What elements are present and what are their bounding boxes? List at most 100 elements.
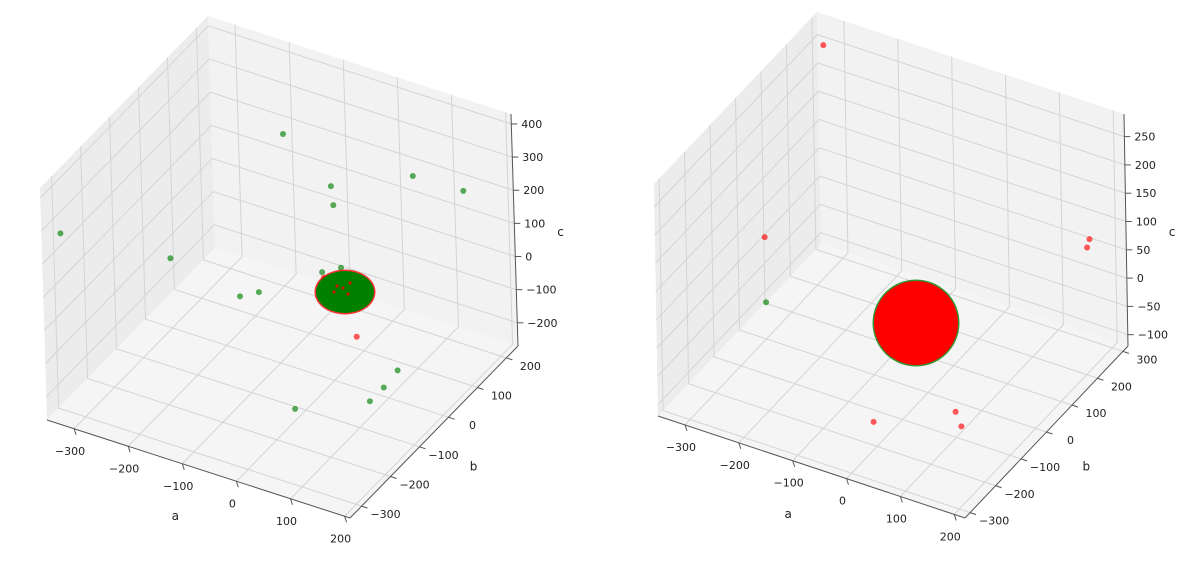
y-axis-label: b <box>470 460 478 474</box>
grid-line-x <box>290 94 459 500</box>
grid-line-y <box>166 57 478 388</box>
left-pane <box>40 16 215 420</box>
y-tick <box>419 446 426 450</box>
grid-line-x <box>127 42 297 447</box>
x-tick-label: −100 <box>774 477 804 490</box>
z-axis-line <box>510 113 519 347</box>
grid-line-z <box>40 58 513 232</box>
x-tick-label: −300 <box>666 441 696 454</box>
y-tick-label: 0 <box>469 419 476 432</box>
y-tick-label: −100 <box>428 449 458 462</box>
x-tick-label: 100 <box>886 513 907 526</box>
data-point <box>338 264 344 271</box>
x-tick <box>181 463 185 470</box>
z-tick-label: −100 <box>1138 329 1168 342</box>
x-tick-label: −300 <box>55 445 85 458</box>
grid-line-y <box>811 17 1124 352</box>
grid-line-y <box>735 97 1047 433</box>
x-axis-label: a <box>172 509 179 523</box>
z-tick-label: 150 <box>1135 187 1156 200</box>
grid-line-z <box>44 191 517 365</box>
grid-line-x <box>73 24 243 430</box>
x-tick <box>73 428 77 435</box>
data-point <box>319 269 326 276</box>
data-point <box>237 293 243 300</box>
z-tick-label: 100 <box>524 217 545 230</box>
data-point <box>380 384 387 391</box>
y-tick <box>477 387 484 390</box>
cluster-blob <box>316 271 374 313</box>
y-tick-label: 300 <box>1136 353 1157 366</box>
z-axis-label: c <box>1169 225 1176 239</box>
z-tick-label: 0 <box>1137 272 1144 285</box>
back-pane <box>817 12 1128 346</box>
cluster-speck <box>335 284 339 288</box>
x-tick <box>846 478 849 485</box>
y-tick <box>506 357 513 361</box>
y-tick-label: 100 <box>491 390 512 403</box>
z-tick-label: 400 <box>521 118 542 131</box>
grid-line-y <box>195 27 507 359</box>
data-point <box>57 230 64 237</box>
grid-line-y <box>709 124 1022 460</box>
grid-line-z <box>45 224 518 398</box>
y-tick-label: −300 <box>370 508 400 521</box>
grid-line-x <box>953 110 1118 515</box>
x-tick-label: 0 <box>229 497 236 510</box>
cluster-blob <box>874 281 958 365</box>
y-tick-label: −200 <box>1004 488 1034 501</box>
x-tick <box>738 442 742 450</box>
grid-line-x <box>344 112 514 517</box>
data-point <box>409 173 416 179</box>
x-tick <box>290 498 293 505</box>
data-point <box>366 398 373 405</box>
x-tick <box>127 446 131 453</box>
x-tick-label: −200 <box>720 459 750 472</box>
x-tick-label: 100 <box>276 515 297 528</box>
grid-line-z <box>656 203 1128 377</box>
grid-line-x <box>684 20 849 426</box>
grid-line-x <box>792 56 957 462</box>
z-tick-label: −50 <box>1137 300 1160 313</box>
data-point <box>958 423 965 430</box>
y-tick <box>1071 404 1079 408</box>
x-tick-label: 200 <box>330 532 351 545</box>
grid-line-y <box>137 87 449 418</box>
z-axis-line <box>1123 113 1129 347</box>
data-point <box>167 255 174 262</box>
grid-line-x <box>846 74 1011 479</box>
x-tick <box>899 496 903 503</box>
grid-line-z <box>654 34 1125 207</box>
grid-line-z <box>655 118 1127 292</box>
data-point <box>280 131 286 137</box>
data-point <box>1084 244 1091 251</box>
x-axis-line <box>46 419 351 519</box>
x-axis-label: a <box>784 507 791 521</box>
grid-line-y <box>80 146 391 477</box>
grid-line-z <box>39 25 512 199</box>
y-tick <box>969 512 977 516</box>
cluster-speck <box>341 286 345 290</box>
cluster-speck <box>332 290 336 294</box>
data-point <box>1086 236 1093 243</box>
y-tick <box>995 485 1002 489</box>
y-tick <box>448 416 455 420</box>
cluster-speck <box>346 292 350 296</box>
grid-line-z <box>655 90 1126 264</box>
data-point <box>327 183 334 190</box>
grid-line-z <box>656 175 1127 349</box>
grid-line-z <box>655 147 1127 321</box>
x-tick <box>684 424 688 432</box>
data-point <box>394 367 401 374</box>
grid-line-z <box>657 232 1128 406</box>
y-tick-label: 0 <box>1067 434 1074 447</box>
grid-line-z <box>654 62 1126 236</box>
y-tick-label: 100 <box>1085 407 1106 420</box>
grid-line-y <box>51 176 362 507</box>
y-tick <box>1122 350 1130 354</box>
y-tick-label: −300 <box>979 515 1009 528</box>
y-tick <box>1020 458 1028 462</box>
cluster-speck <box>348 281 352 285</box>
x-tick-label: −200 <box>109 462 139 475</box>
